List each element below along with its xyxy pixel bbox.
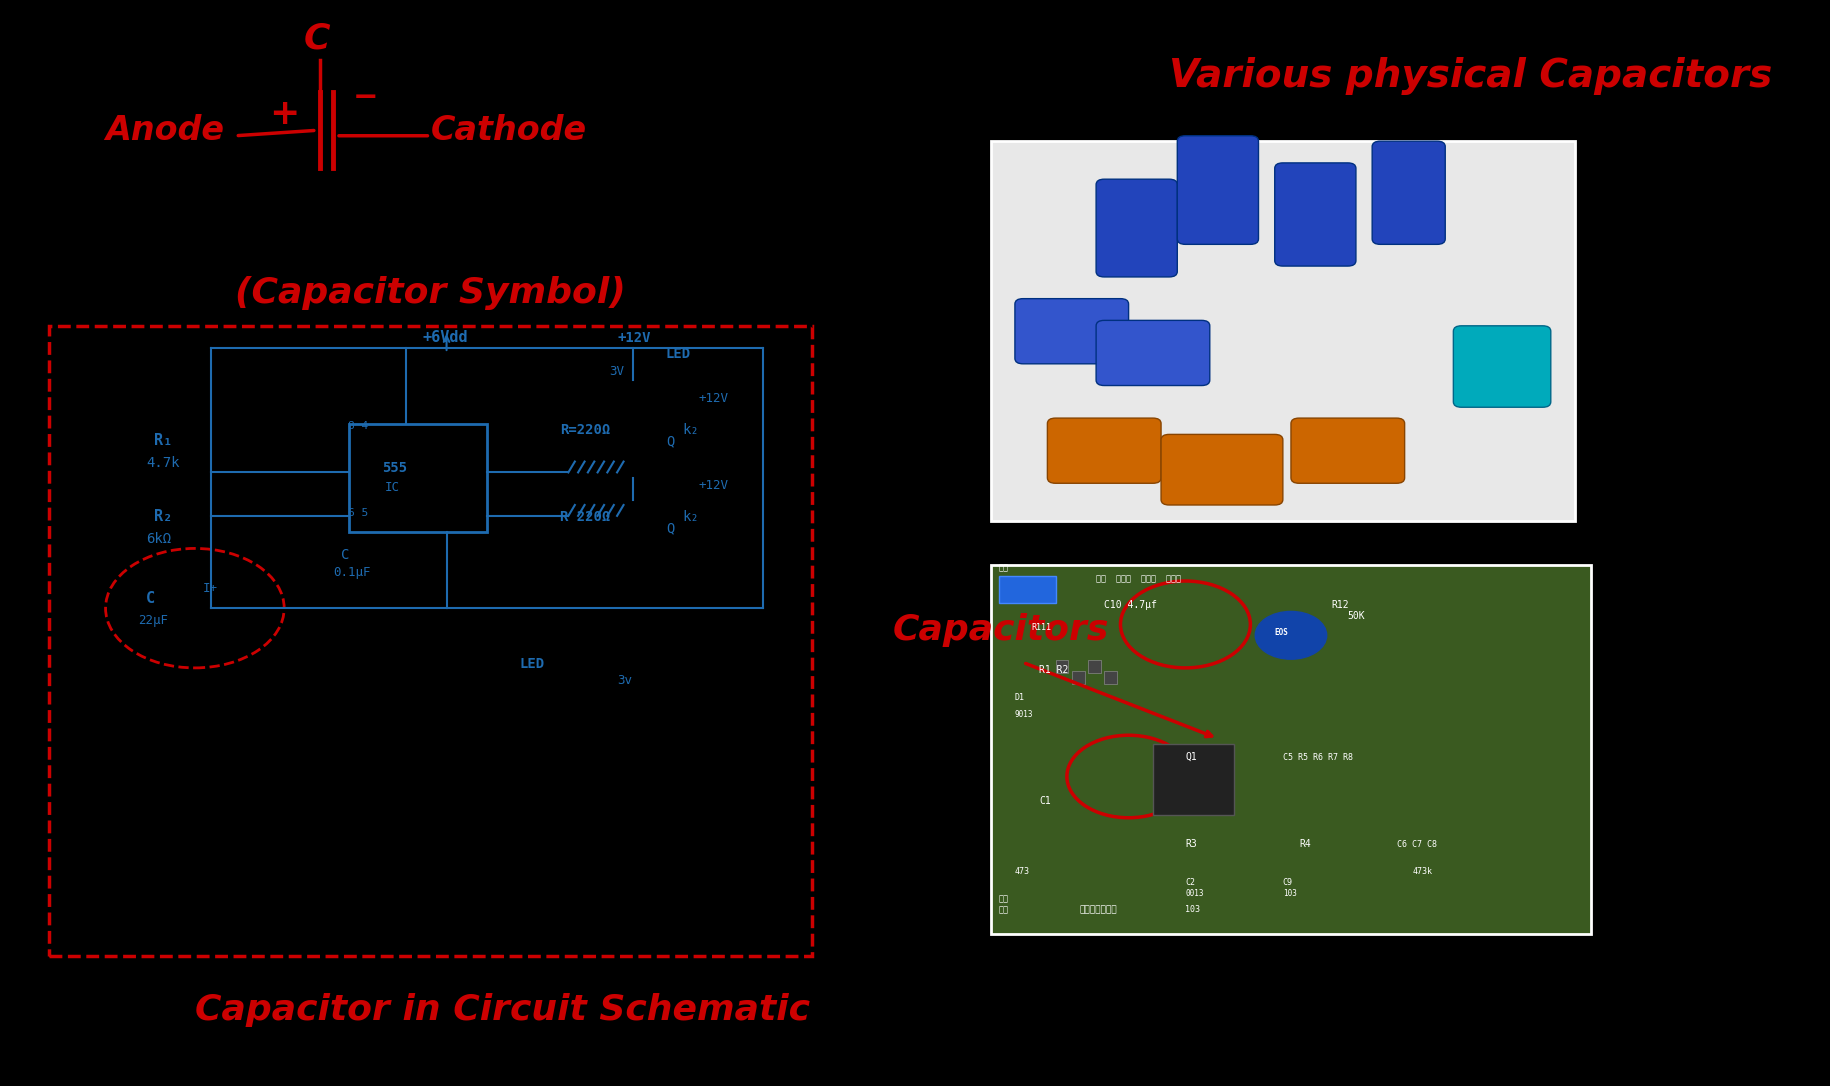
FancyBboxPatch shape bbox=[999, 576, 1056, 603]
Text: 8 4: 8 4 bbox=[348, 421, 368, 431]
Text: C10 4.7μf: C10 4.7μf bbox=[1103, 601, 1157, 610]
Text: 473: 473 bbox=[1016, 868, 1030, 876]
FancyBboxPatch shape bbox=[1096, 320, 1210, 386]
FancyBboxPatch shape bbox=[990, 141, 1576, 521]
Text: C5 R5 R6 R7 R8: C5 R5 R6 R7 R8 bbox=[1283, 754, 1352, 762]
FancyBboxPatch shape bbox=[1016, 299, 1129, 364]
Text: 0.1μF: 0.1μF bbox=[333, 566, 370, 579]
Text: 6kΩ: 6kΩ bbox=[146, 532, 172, 546]
FancyBboxPatch shape bbox=[1153, 744, 1233, 814]
Text: R12: R12 bbox=[1332, 601, 1349, 610]
Text: Anode: Anode bbox=[106, 114, 225, 147]
Text: k₂: k₂ bbox=[683, 424, 699, 438]
Text: R1 R2: R1 R2 bbox=[1039, 666, 1069, 675]
FancyBboxPatch shape bbox=[1276, 163, 1356, 266]
Circle shape bbox=[1255, 611, 1327, 659]
Text: Q1: Q1 bbox=[1186, 753, 1197, 762]
Text: 电压: 电压 bbox=[999, 906, 1008, 914]
Text: 103: 103 bbox=[1283, 889, 1297, 898]
Text: 9013: 9013 bbox=[1016, 710, 1034, 719]
Text: Various physical Capacitors: Various physical Capacitors bbox=[1169, 58, 1773, 94]
FancyBboxPatch shape bbox=[1056, 660, 1069, 673]
FancyBboxPatch shape bbox=[1089, 660, 1102, 673]
Text: C: C bbox=[340, 548, 350, 563]
Text: +12V: +12V bbox=[699, 392, 728, 405]
Text: R3: R3 bbox=[1186, 839, 1197, 849]
Text: Q: Q bbox=[666, 521, 673, 535]
Text: 50K: 50K bbox=[1349, 611, 1365, 621]
Text: R111: R111 bbox=[1030, 623, 1050, 632]
Text: LED: LED bbox=[666, 348, 692, 362]
Text: EOS: EOS bbox=[1276, 629, 1288, 637]
Text: +: + bbox=[269, 97, 300, 131]
Text: R=220Ω: R=220Ω bbox=[560, 424, 611, 438]
Text: R₁: R₁ bbox=[154, 433, 172, 449]
Text: 0013: 0013 bbox=[1186, 889, 1204, 898]
Text: 4.7k: 4.7k bbox=[146, 456, 179, 470]
Text: IC: IC bbox=[384, 481, 399, 494]
Text: C9: C9 bbox=[1283, 879, 1292, 887]
Text: −: − bbox=[353, 84, 379, 112]
Text: C: C bbox=[146, 591, 156, 606]
Text: 555: 555 bbox=[382, 462, 406, 476]
Text: 22μF: 22μF bbox=[137, 615, 168, 628]
FancyBboxPatch shape bbox=[1177, 136, 1259, 244]
Text: I+: I+ bbox=[203, 582, 218, 595]
FancyBboxPatch shape bbox=[990, 565, 1592, 934]
Text: D1: D1 bbox=[1016, 694, 1025, 703]
Text: Capacitors: Capacitors bbox=[893, 613, 1109, 647]
FancyBboxPatch shape bbox=[1096, 179, 1177, 277]
Text: Q: Q bbox=[666, 434, 673, 449]
FancyBboxPatch shape bbox=[1290, 418, 1405, 483]
Text: 3V: 3V bbox=[609, 365, 624, 378]
Text: +6Vdd: +6Vdd bbox=[423, 330, 468, 345]
FancyBboxPatch shape bbox=[1160, 434, 1283, 505]
Text: 3v: 3v bbox=[617, 674, 631, 687]
Text: R4: R4 bbox=[1299, 839, 1310, 849]
FancyBboxPatch shape bbox=[1072, 671, 1085, 684]
Text: Capacitor in Circuit Schematic: Capacitor in Circuit Schematic bbox=[194, 993, 811, 1027]
Text: +12V: +12V bbox=[617, 331, 651, 345]
FancyBboxPatch shape bbox=[1453, 326, 1550, 407]
Text: Cathode: Cathode bbox=[430, 114, 586, 147]
Text: 输入: 输入 bbox=[999, 564, 1008, 572]
Text: 方波  骨锯波  三角波  正弦波: 方波 骨锯波 三角波 正弦波 bbox=[1096, 574, 1180, 583]
Text: 473k: 473k bbox=[1413, 868, 1433, 876]
Text: +12V: +12V bbox=[699, 479, 728, 492]
Text: C2: C2 bbox=[1186, 879, 1195, 887]
Text: C1: C1 bbox=[1039, 796, 1050, 806]
Text: 103: 103 bbox=[1186, 906, 1200, 914]
Text: C6 C7 C8: C6 C7 C8 bbox=[1396, 841, 1437, 849]
Text: R 220Ω: R 220Ω bbox=[560, 510, 611, 525]
FancyBboxPatch shape bbox=[1047, 418, 1160, 483]
Text: (Capacitor Symbol): (Capacitor Symbol) bbox=[236, 276, 626, 311]
FancyBboxPatch shape bbox=[1103, 671, 1118, 684]
FancyBboxPatch shape bbox=[1372, 141, 1446, 244]
Text: 6 5: 6 5 bbox=[348, 508, 368, 518]
Text: 多路波形发生器: 多路波形发生器 bbox=[1080, 906, 1118, 914]
Text: R₂: R₂ bbox=[154, 509, 172, 525]
Text: 输出: 输出 bbox=[999, 895, 1008, 904]
Text: LED: LED bbox=[520, 657, 545, 671]
Text: k₂: k₂ bbox=[683, 510, 699, 525]
Text: C: C bbox=[304, 21, 329, 55]
